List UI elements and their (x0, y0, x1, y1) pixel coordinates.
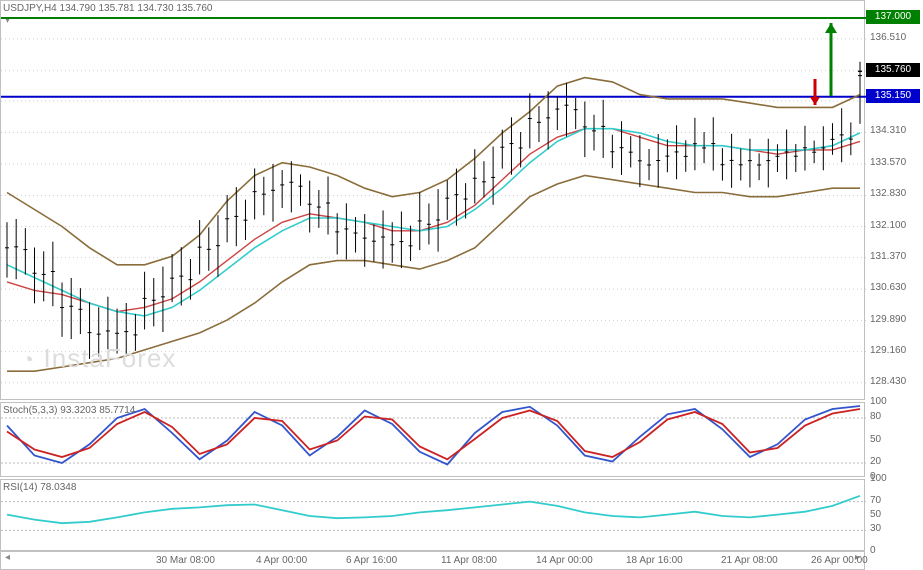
yaxis-tick: 100 (870, 473, 887, 484)
rsi-svg (1, 480, 866, 552)
yaxis-tick: 0 (870, 545, 876, 556)
xaxis-tick: 26 Apr 00:00 (811, 555, 868, 566)
rsi-name: RSI(14) (3, 482, 37, 493)
watermark: ◔ InstaForex (21, 343, 176, 374)
yaxis-tick: 128.430 (870, 376, 906, 387)
symbol-label: USDJPY (3, 3, 41, 14)
yaxis-tick: 30 (870, 523, 881, 534)
rsi-value: 78.0348 (40, 482, 76, 493)
yaxis-tick: 129.160 (870, 345, 906, 356)
current-price-tag: 135.760 (866, 63, 920, 77)
main-chart-svg (1, 1, 866, 401)
level-price-tag: 135.150 (866, 89, 920, 103)
rsi-panel[interactable]: RSI(14) 78.0348 (0, 479, 865, 551)
chart-header: USDJPY,H4 134.790 135.781 134.730 135.76… (3, 3, 213, 14)
yaxis-tick: 130.630 (870, 282, 906, 293)
ohlc-low: 134.730 (137, 3, 173, 14)
yaxis-tick: 132.830 (870, 188, 906, 199)
yaxis-tick: 50 (870, 509, 881, 520)
xaxis-tick: 30 Mar 08:00 (156, 555, 215, 566)
yaxis-tick: 132.100 (870, 220, 906, 231)
xaxis-tick: 21 Apr 08:00 (721, 555, 778, 566)
chart-root: USDJPY,H4 134.790 135.781 134.730 135.76… (0, 0, 923, 570)
stoch-values: 93.3203 85.7714 (60, 405, 135, 416)
xaxis-tick: 6 Apr 16:00 (346, 555, 397, 566)
yaxis-tick: 20 (870, 456, 881, 467)
stoch-label: Stoch(5,3,3) 93.3203 85.7714 (3, 405, 135, 416)
xaxis[interactable]: ◂ ▸ 30 Mar 08:004 Apr 00:006 Apr 16:0011… (0, 551, 865, 570)
yaxis-tick: 100 (870, 396, 887, 407)
yaxis-tick: 133.570 (870, 157, 906, 168)
ohlc-close: 135.760 (176, 3, 212, 14)
timeframe-label: H4 (44, 3, 57, 14)
yaxis-tick: 70 (870, 495, 881, 506)
watermark-icon: ◔ (21, 347, 35, 372)
yaxis-rsi: 0305070100 (866, 479, 923, 551)
chevron-left-icon[interactable]: ◂ (5, 552, 10, 563)
level-price-tag: 137.000 (866, 10, 920, 24)
stoch-name: Stoch(5,3,3) (3, 405, 57, 416)
watermark-text: InstaForex (44, 343, 177, 373)
yaxis-tick: 136.510 (870, 32, 906, 43)
rsi-label: RSI(14) 78.0348 (3, 482, 76, 493)
yaxis-tick: 80 (870, 411, 881, 422)
yaxis-main: 128.430 129.160 129.890 130.630 131.370 132.1… (866, 0, 923, 400)
xaxis-tick: 18 Apr 16:00 (626, 555, 683, 566)
yaxis-tick: 131.370 (870, 251, 906, 262)
xaxis-tick: 4 Apr 00:00 (256, 555, 307, 566)
ohlc-open: 134.790 (60, 3, 96, 14)
yaxis-tick: 134.310 (870, 125, 906, 136)
yaxis-stoch: 0205080100 (866, 402, 923, 477)
main-price-panel[interactable]: USDJPY,H4 134.790 135.781 134.730 135.76… (0, 0, 865, 400)
yaxis-tick: 50 (870, 434, 881, 445)
stochastic-panel[interactable]: Stoch(5,3,3) 93.3203 85.7714 (0, 402, 865, 477)
xaxis-tick: 11 Apr 08:00 (441, 555, 497, 566)
xaxis-tick: 14 Apr 00:00 (536, 555, 593, 566)
yaxis-tick: 129.890 (870, 314, 906, 325)
ohlc-high: 135.781 (98, 3, 134, 14)
